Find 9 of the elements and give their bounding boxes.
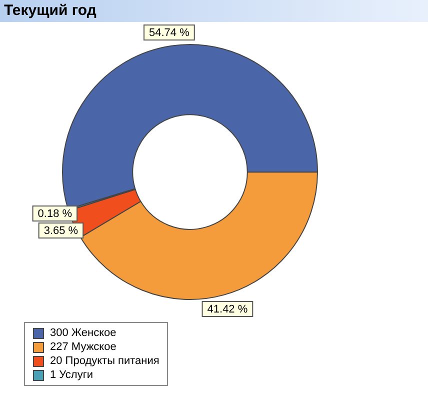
chart-title: Текущий год xyxy=(0,0,428,22)
legend-label: 300 Женское xyxy=(50,327,116,339)
legend-label: 1 Услуги xyxy=(50,369,94,381)
data-label: 0.18 % xyxy=(38,208,72,220)
data-label: 3.65 % xyxy=(44,225,78,238)
legend-label: 20 Продукты питания xyxy=(50,355,160,367)
data-label: 54.74 % xyxy=(149,27,190,40)
legend-label: 227 Мужское xyxy=(50,341,116,353)
data-label: 41.42 % xyxy=(207,303,248,316)
